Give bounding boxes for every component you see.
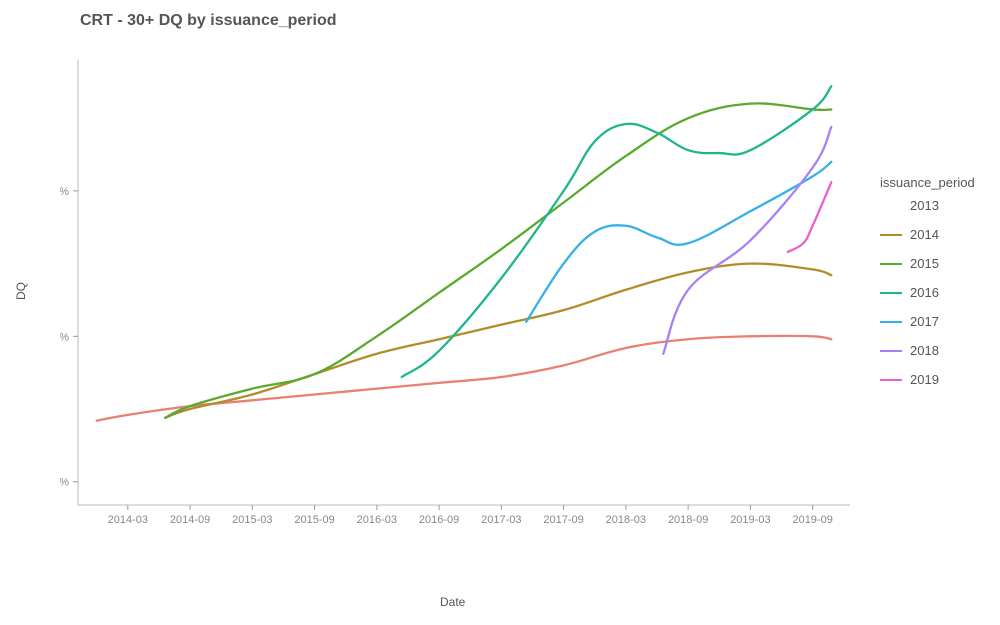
x-tick-label: 2019-09 xyxy=(792,514,832,526)
x-tick-label: 2016-03 xyxy=(357,514,397,526)
x-tick-label: 2017-09 xyxy=(543,514,583,526)
legend-swatch xyxy=(880,205,902,207)
legend-swatch xyxy=(880,234,902,236)
series-line-2014 xyxy=(165,264,831,418)
legend-swatch xyxy=(880,321,902,323)
legend-swatch xyxy=(880,350,902,352)
legend-label: 2019 xyxy=(910,372,939,387)
x-tick-label: 2015-09 xyxy=(294,514,334,526)
legend-label: 2016 xyxy=(910,285,939,300)
legend-swatch xyxy=(880,379,902,381)
y-tick-label: 0% xyxy=(60,477,69,489)
x-tick-label: 2014-03 xyxy=(108,514,148,526)
legend-title: issuance_period xyxy=(880,175,975,190)
legend-label: 2013 xyxy=(910,198,939,213)
x-tick-label: 2016-09 xyxy=(419,514,459,526)
x-tick-label: 2017-03 xyxy=(481,514,521,526)
x-tick-label: 2015-03 xyxy=(232,514,272,526)
x-tick-label: 2014-09 xyxy=(170,514,210,526)
legend-item-2018[interactable]: 2018 xyxy=(880,343,975,358)
legend-item-2019[interactable]: 2019 xyxy=(880,372,975,387)
legend-label: 2014 xyxy=(910,227,939,242)
legend-swatch xyxy=(880,292,902,294)
legend-label: 2015 xyxy=(910,256,939,271)
legend-label: 2018 xyxy=(910,343,939,358)
legend-item-2017[interactable]: 2017 xyxy=(880,314,975,329)
y-axis-label: DQ xyxy=(14,282,28,300)
y-tick-label: 0.5% xyxy=(60,331,69,343)
series-line-2017 xyxy=(526,162,831,322)
legend-item-2016[interactable]: 2016 xyxy=(880,285,975,300)
x-axis-label: Date xyxy=(440,595,465,609)
x-tick-label: 2019-03 xyxy=(730,514,770,526)
legend-item-2015[interactable]: 2015 xyxy=(880,256,975,271)
legend-item-2013[interactable]: 2013 xyxy=(880,198,975,213)
series-line-2013 xyxy=(97,336,832,421)
plot-area: 0% 0.5% 1% 2014-03 2014-09 2015-03 2015-09 2016… xyxy=(60,50,860,550)
x-tick-label: 2018-09 xyxy=(668,514,708,526)
chart-container: CRT - 30+ DQ by issuance_period DQ Date … xyxy=(0,0,1000,625)
legend-label: 2017 xyxy=(910,314,939,329)
legend-swatch xyxy=(880,263,902,265)
y-tick-label: 1% xyxy=(60,186,69,198)
legend-item-2014[interactable]: 2014 xyxy=(880,227,975,242)
x-tick-label: 2018-03 xyxy=(606,514,646,526)
chart-title: CRT - 30+ DQ by issuance_period xyxy=(80,12,337,30)
series-line-2015 xyxy=(165,103,831,417)
legend: issuance_period 2013 2014 2015 2016 2017 2018… xyxy=(880,175,975,401)
